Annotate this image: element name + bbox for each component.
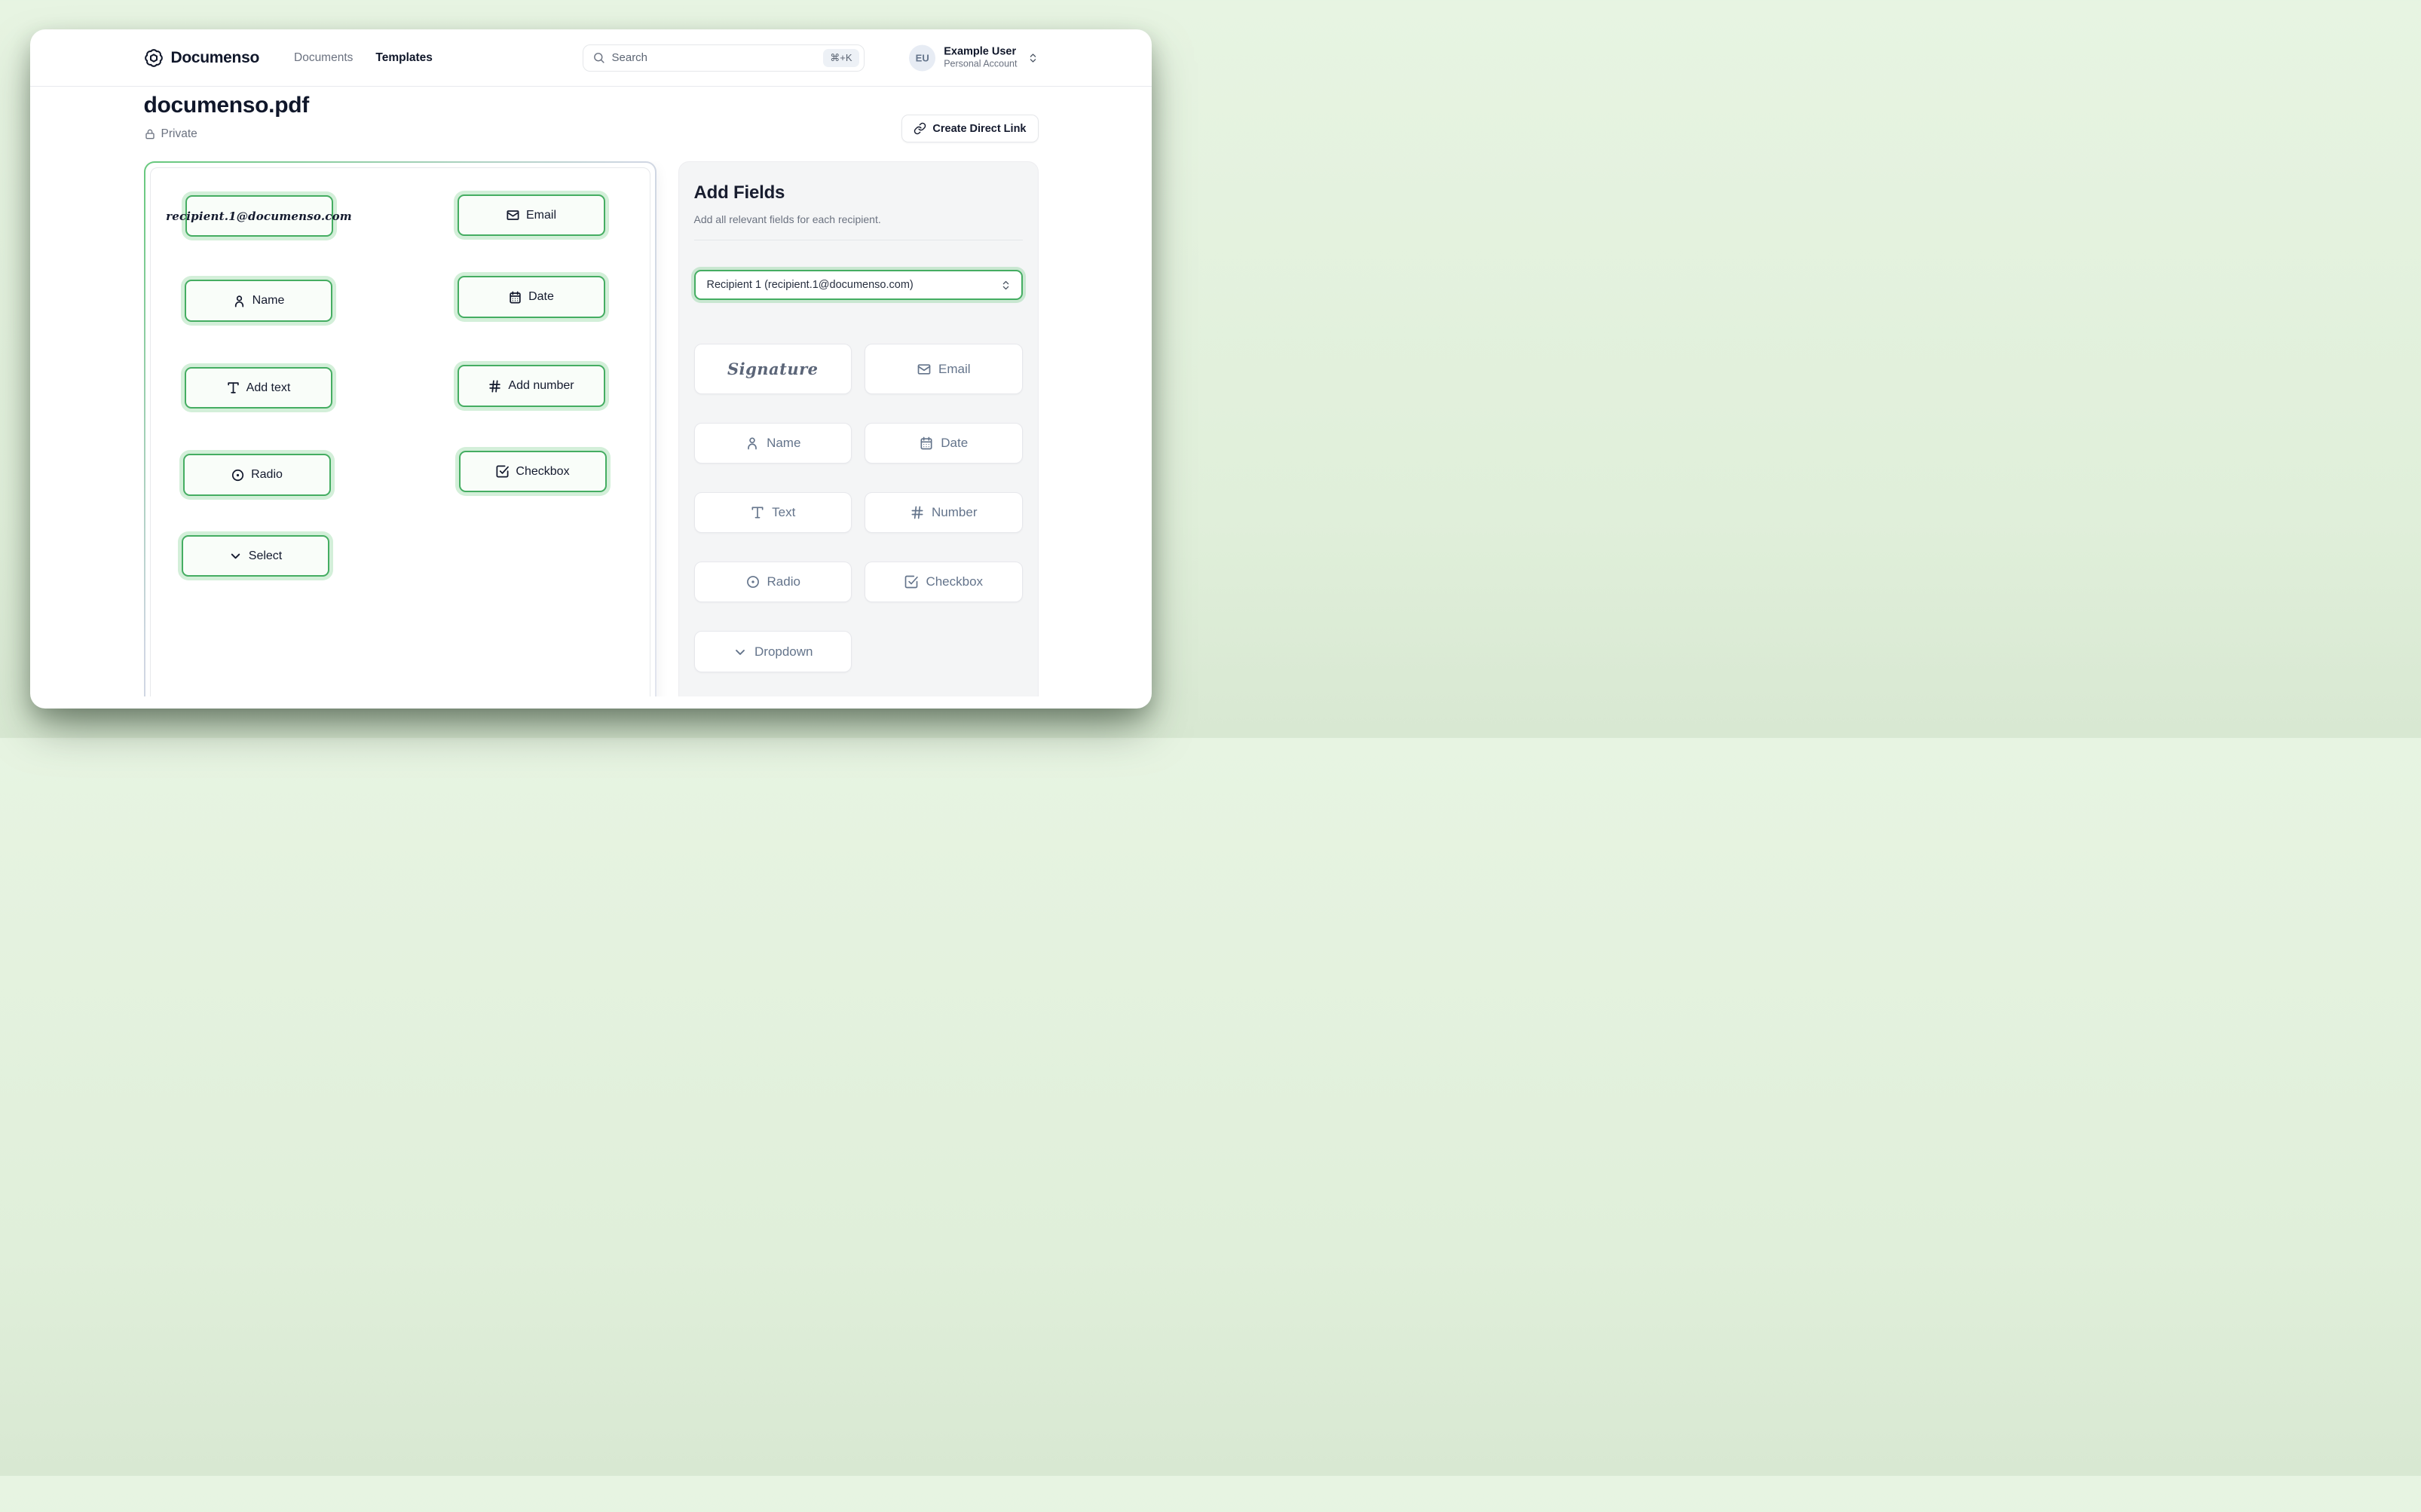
add-fields-panel: Add Fields Add all relevant fields for e…	[678, 161, 1039, 696]
placed-field-name-label: Name	[252, 294, 285, 307]
mail-icon	[506, 208, 520, 222]
nav-documents[interactable]: Documents	[294, 51, 354, 64]
placed-field-email[interactable]: Email	[457, 194, 605, 236]
user-name: Example User	[944, 45, 1017, 58]
user-menu[interactable]: EU Example User Personal Account	[909, 44, 1038, 71]
type-icon	[226, 381, 240, 395]
field-button-signature-label: Signature	[727, 360, 819, 378]
app-header: Documenso Documents Templates ⌘+K EU Exa…	[30, 29, 1152, 87]
field-button-date-label: Date	[941, 436, 969, 450]
search-bar[interactable]: ⌘+K	[582, 44, 865, 72]
radio-disc-icon	[231, 468, 245, 482]
avatar: EU	[909, 44, 936, 71]
hash-icon	[910, 505, 925, 520]
panel-title: Add Fields	[693, 182, 785, 203]
field-button-checkbox[interactable]: Checkbox	[865, 562, 1023, 602]
field-button-radio[interactable]: Radio	[693, 562, 852, 602]
placed-field-checkbox-label: Checkbox	[516, 464, 570, 478]
field-button-email-label: Email	[938, 361, 971, 376]
page-title: documenso.pdf	[143, 93, 310, 118]
app-window: Documenso Documents Templates ⌘+K EU Exa…	[30, 29, 1152, 709]
lock-icon	[144, 128, 156, 140]
user-icon	[232, 294, 246, 308]
field-button-number-label: Number	[932, 505, 978, 519]
document-header: documenso.pdf Private Create Direct Link	[143, 87, 1039, 142]
field-button-checkbox-label: Checkbox	[926, 574, 984, 589]
brand-logo[interactable]: Documenso	[144, 48, 260, 68]
placed-field-text-label: Add text	[246, 381, 291, 394]
brand-name: Documenso	[170, 48, 260, 66]
hash-icon	[488, 379, 502, 393]
placed-field-email-label: Email	[525, 208, 556, 222]
chevron-down-icon	[733, 644, 748, 660]
placed-field-radio[interactable]: Radio	[182, 454, 331, 496]
field-button-name-label: Name	[767, 436, 801, 450]
field-button-dropdown-label: Dropdown	[754, 644, 813, 659]
placed-field-radio-label: Radio	[251, 468, 283, 481]
pdf-viewer-frame: recipient.1@documenso.com Email	[144, 161, 657, 696]
pdf-page: recipient.1@documenso.com Email	[149, 167, 650, 696]
search-input[interactable]	[611, 51, 824, 64]
field-button-radio-label: Radio	[767, 574, 800, 589]
create-direct-link-button[interactable]: Create Direct Link	[901, 115, 1039, 142]
radio-disc-icon	[745, 574, 761, 589]
placed-field-signature[interactable]: recipient.1@documenso.com	[166, 195, 352, 237]
chevrons-up-down-icon	[1027, 52, 1039, 63]
main-content: recipient.1@documenso.com Email	[144, 161, 1039, 696]
placed-field-select-label: Select	[248, 549, 283, 562]
field-button-dropdown[interactable]: Dropdown	[693, 631, 852, 672]
nav-templates[interactable]: Templates	[375, 51, 433, 64]
field-button-name[interactable]: Name	[693, 423, 852, 464]
search-icon	[592, 51, 605, 64]
placed-field-date-label: Date	[528, 290, 554, 303]
placed-field-signature-label: recipient.1@documenso.com	[166, 209, 352, 223]
link-icon	[914, 122, 926, 135]
visibility-label: Private	[161, 127, 197, 140]
visibility-status: Private	[144, 127, 1039, 141]
placed-field-checkbox[interactable]: Checkbox	[458, 451, 607, 492]
search-shortcut-badge: ⌘+K	[823, 48, 859, 67]
recipient-selector-value: Recipient 1 (recipient.1@documenso.com)	[706, 279, 914, 291]
main-nav: Documents Templates	[294, 51, 433, 65]
chevron-down-icon	[228, 549, 243, 563]
placed-field-date[interactable]: Date	[457, 276, 605, 318]
field-button-number[interactable]: Number	[865, 492, 1023, 533]
field-button-text-label: Text	[772, 505, 796, 519]
placed-field-select[interactable]: Select	[181, 535, 329, 577]
checkbox-icon	[904, 574, 919, 589]
documenso-seal-icon	[144, 48, 164, 68]
field-button-email[interactable]: Email	[865, 344, 1023, 394]
field-button-date[interactable]: Date	[865, 423, 1023, 464]
placed-field-number-label: Add number	[508, 379, 574, 392]
placed-field-text[interactable]: Add text	[184, 367, 332, 409]
calendar-icon	[919, 436, 934, 451]
placed-field-name[interactable]: Name	[184, 280, 332, 322]
field-buttons-grid: Signature Email	[693, 344, 1023, 672]
calendar-icon	[508, 290, 522, 305]
panel-subtitle: Add all relevant fields for each recipie…	[693, 213, 881, 225]
create-direct-link-label: Create Direct Link	[932, 122, 1027, 135]
recipient-selector[interactable]: Recipient 1 (recipient.1@documenso.com)	[693, 270, 1023, 300]
checkbox-icon	[495, 464, 510, 479]
chevrons-up-down-icon	[1000, 280, 1012, 291]
field-button-signature[interactable]: Signature	[693, 344, 852, 394]
user-account-type: Personal Account	[944, 58, 1018, 69]
user-icon	[745, 436, 760, 451]
field-button-text[interactable]: Text	[693, 492, 852, 533]
placed-field-number[interactable]: Add number	[457, 365, 605, 407]
mail-icon	[917, 362, 932, 377]
type-icon	[750, 505, 765, 520]
